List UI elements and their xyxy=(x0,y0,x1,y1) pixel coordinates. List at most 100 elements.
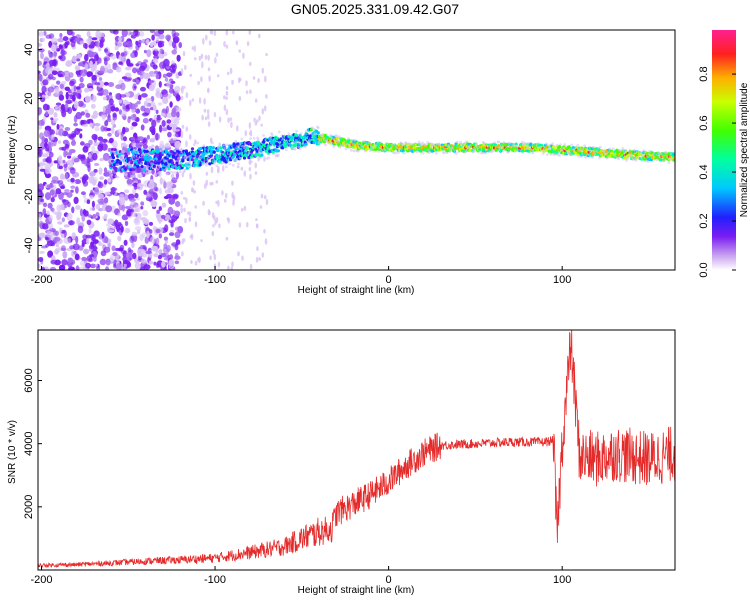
signal-halo xyxy=(604,153,607,156)
noise-blob xyxy=(225,44,229,49)
noise-blob xyxy=(258,115,261,121)
noise-blob xyxy=(118,36,122,42)
noise-blob xyxy=(131,121,138,127)
y-tick-label: -40 xyxy=(23,238,35,254)
noise-blob xyxy=(57,37,64,43)
signal-halo xyxy=(349,149,353,152)
noise-blob xyxy=(47,86,55,93)
noise-blob xyxy=(38,73,43,82)
signal-halo xyxy=(174,171,178,175)
signal-halo xyxy=(240,137,244,141)
noise-blob xyxy=(255,119,259,123)
noise-blob xyxy=(116,39,123,48)
noise-blob xyxy=(208,75,211,82)
noise-blob xyxy=(120,250,128,254)
noise-blob xyxy=(90,103,96,109)
noise-blob xyxy=(75,235,79,244)
signal-cell xyxy=(260,153,264,157)
noise-blob xyxy=(209,30,213,35)
signal-halo xyxy=(173,149,177,153)
signal-halo xyxy=(295,129,298,133)
noise-blob xyxy=(105,170,112,177)
noise-blob xyxy=(58,94,65,101)
noise-blob xyxy=(88,227,92,234)
signal-halo xyxy=(337,135,341,139)
colorbar-tick-label: 0.2 xyxy=(698,213,710,228)
signal-cell xyxy=(112,163,116,167)
noise-blob xyxy=(180,130,184,136)
signal-halo xyxy=(277,154,280,157)
signal-halo xyxy=(221,161,225,165)
noise-blob xyxy=(263,195,267,200)
noise-blob xyxy=(72,243,80,251)
noise-blob xyxy=(146,134,150,140)
signal-halo xyxy=(263,156,266,159)
noise-blob xyxy=(169,101,173,108)
noise-blob xyxy=(151,128,156,136)
noise-blob xyxy=(91,133,98,141)
noise-blob xyxy=(110,254,114,261)
signal-halo xyxy=(169,170,173,174)
noise-blob xyxy=(69,80,75,87)
noise-blob xyxy=(38,143,41,147)
noise-blob xyxy=(86,219,92,225)
noise-blob xyxy=(126,178,133,185)
noise-blob xyxy=(221,165,225,172)
noise-blob xyxy=(180,204,183,208)
noise-blob xyxy=(115,66,122,73)
noise-blob xyxy=(58,264,66,270)
signal-cell xyxy=(295,133,299,137)
noise-blob xyxy=(82,42,88,49)
colorbar-title: Normalized spectral amplitude xyxy=(739,82,750,217)
noise-blob xyxy=(197,80,200,86)
noise-blob xyxy=(52,211,58,214)
noise-blob xyxy=(39,132,44,140)
noise-blob xyxy=(136,100,141,105)
noise-blob xyxy=(61,80,67,85)
noise-blob xyxy=(89,254,94,258)
signal-cell xyxy=(224,148,228,152)
noise-blob xyxy=(181,124,185,129)
noise-blob xyxy=(212,224,215,228)
noise-blob xyxy=(162,73,167,78)
noise-blob xyxy=(45,34,52,39)
noise-blob xyxy=(79,40,85,45)
noise-blob xyxy=(102,153,110,161)
signal-halo xyxy=(298,147,302,151)
signal-halo xyxy=(448,150,452,153)
signal-halo xyxy=(165,143,168,147)
noise-blob xyxy=(112,252,118,256)
noise-blob xyxy=(138,70,145,76)
noise-blob xyxy=(114,107,120,112)
noise-blob xyxy=(139,266,146,270)
noise-blob xyxy=(65,91,69,100)
noise-blob xyxy=(261,67,265,74)
signal-cell xyxy=(216,149,220,153)
noise-blob xyxy=(264,75,267,83)
noise-blob xyxy=(56,123,60,130)
noise-blob xyxy=(69,167,75,171)
noise-blob xyxy=(46,210,50,215)
noise-blob xyxy=(46,184,54,189)
noise-blob xyxy=(215,180,219,184)
noise-blob xyxy=(91,200,95,208)
noise-blob xyxy=(159,187,162,195)
noise-blob xyxy=(76,128,83,132)
noise-blob xyxy=(148,84,155,92)
noise-blob xyxy=(164,239,169,244)
noise-blob xyxy=(155,228,161,234)
signal-halo xyxy=(130,174,134,178)
noise-blob xyxy=(163,243,168,250)
signal-halo xyxy=(583,144,587,148)
noise-blob xyxy=(141,258,147,264)
noise-blob xyxy=(59,227,62,233)
noise-blob xyxy=(78,82,85,89)
signal-halo xyxy=(147,148,151,152)
noise-blob xyxy=(58,44,63,50)
noise-blob xyxy=(141,93,148,98)
noise-blob xyxy=(224,192,228,199)
noise-blob xyxy=(143,72,151,80)
noise-blob xyxy=(249,173,252,180)
noise-blob xyxy=(114,93,121,100)
signal-halo xyxy=(589,150,593,153)
